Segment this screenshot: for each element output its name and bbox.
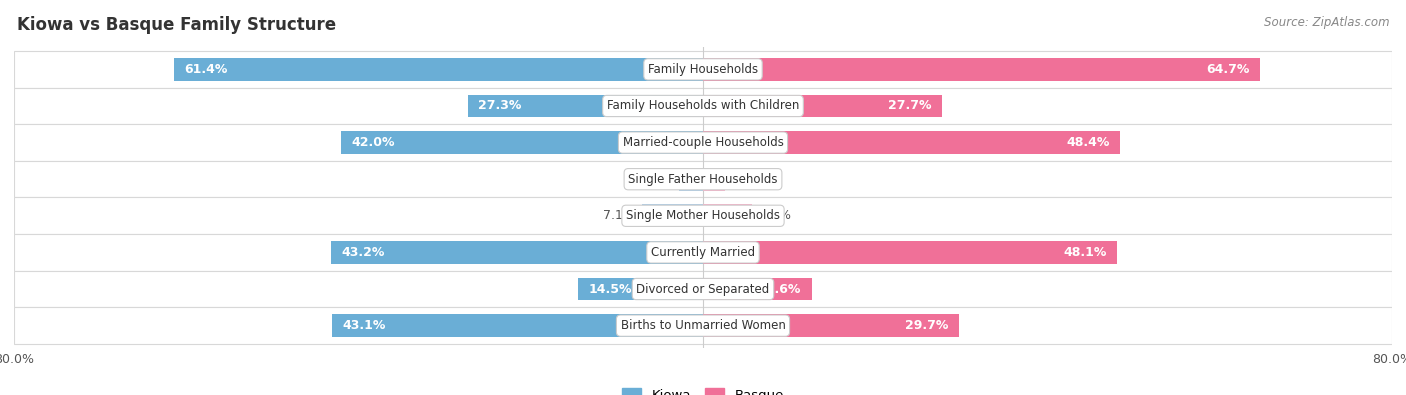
Text: Family Households: Family Households (648, 63, 758, 76)
Text: Single Mother Households: Single Mother Households (626, 209, 780, 222)
Bar (14, 161, 1392, 198)
Text: Source: ZipAtlas.com: Source: ZipAtlas.com (1264, 16, 1389, 29)
Legend: Kiowa, Basque: Kiowa, Basque (616, 383, 790, 395)
Bar (14, 234, 1392, 271)
Text: Divorced or Separated: Divorced or Separated (637, 282, 769, 295)
Bar (679, 168, 703, 190)
Text: 48.1%: 48.1% (1063, 246, 1107, 259)
Text: Kiowa vs Basque Family Structure: Kiowa vs Basque Family Structure (17, 16, 336, 34)
Text: 2.8%: 2.8% (640, 173, 672, 186)
Bar (703, 58, 1260, 81)
Text: 2.5%: 2.5% (731, 173, 763, 186)
Text: Family Households with Children: Family Households with Children (607, 100, 799, 113)
Bar (703, 241, 1118, 264)
Bar (174, 58, 703, 81)
Bar (643, 205, 703, 227)
Bar (703, 95, 942, 117)
Bar (14, 88, 1392, 124)
Text: 12.6%: 12.6% (758, 282, 801, 295)
Text: 43.1%: 43.1% (342, 319, 385, 332)
Bar (703, 131, 1119, 154)
Bar (14, 307, 1392, 344)
Text: 5.7%: 5.7% (759, 209, 792, 222)
Text: Married-couple Households: Married-couple Households (623, 136, 783, 149)
Text: 42.0%: 42.0% (352, 136, 395, 149)
Text: 14.5%: 14.5% (589, 282, 631, 295)
Bar (703, 314, 959, 337)
Text: 61.4%: 61.4% (184, 63, 228, 76)
Bar (468, 95, 703, 117)
Text: 7.1%: 7.1% (603, 209, 636, 222)
Bar (330, 241, 703, 264)
Text: Single Father Households: Single Father Households (628, 173, 778, 186)
Text: Currently Married: Currently Married (651, 246, 755, 259)
Text: 64.7%: 64.7% (1206, 63, 1250, 76)
Bar (14, 124, 1392, 161)
Bar (578, 278, 703, 300)
Bar (14, 51, 1392, 88)
Text: 27.3%: 27.3% (478, 100, 522, 113)
Text: Births to Unmarried Women: Births to Unmarried Women (620, 319, 786, 332)
Bar (14, 271, 1392, 307)
Text: 29.7%: 29.7% (905, 319, 949, 332)
Bar (703, 278, 811, 300)
Bar (703, 168, 724, 190)
Text: 48.4%: 48.4% (1066, 136, 1109, 149)
Text: 43.2%: 43.2% (342, 246, 385, 259)
Bar (14, 198, 1392, 234)
Bar (342, 131, 703, 154)
Bar (332, 314, 703, 337)
Text: 27.7%: 27.7% (887, 100, 931, 113)
Bar (703, 205, 752, 227)
